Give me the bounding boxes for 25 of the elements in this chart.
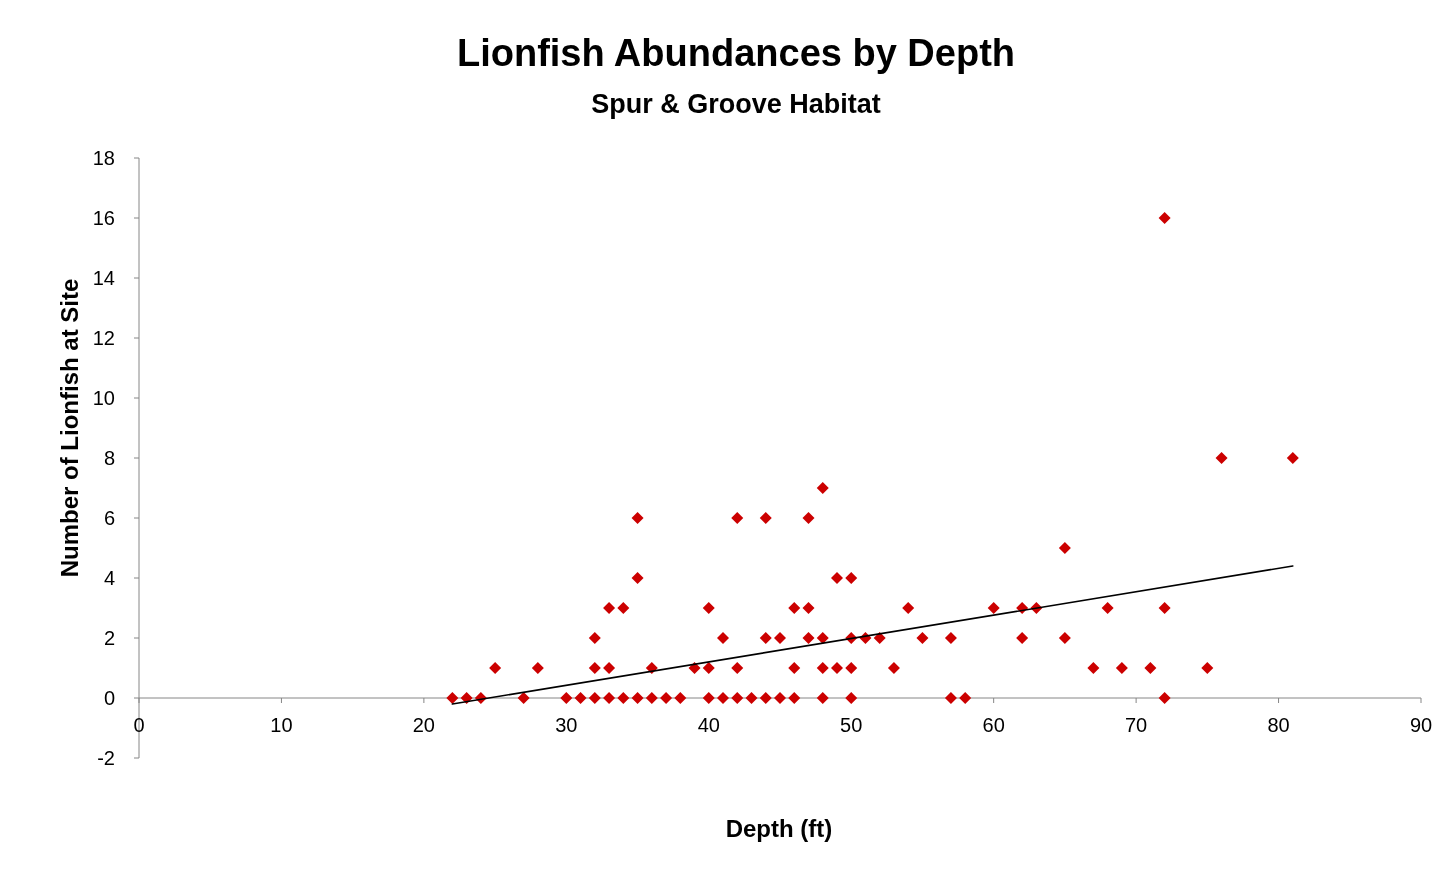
y-tick-label: 2 (103, 627, 115, 649)
x-tick-label: 60 (982, 714, 1005, 736)
chart-subtitle: Spur & Groove Habitat (591, 89, 881, 119)
x-axis-title: Depth (ft) (725, 815, 833, 842)
x-tick-label: 40 (697, 714, 720, 736)
x-tick-label: 20 (412, 714, 436, 736)
x-tick-label: 10 (270, 714, 293, 736)
x-tick-label: 0 (133, 714, 145, 736)
y-tick-label: 8 (103, 447, 115, 469)
y-tick-label: 0 (103, 687, 115, 709)
x-tick-label: 30 (555, 714, 578, 736)
y-tick-label: 18 (92, 147, 115, 169)
x-tick-label: 90 (1409, 714, 1433, 736)
y-tick-label: 6 (103, 507, 115, 529)
x-tick-label: 80 (1267, 714, 1290, 736)
y-tick-label: 10 (92, 387, 115, 409)
y-axis-title: Number of Lionfish at Site (56, 278, 83, 578)
x-tick-label: 70 (1124, 714, 1148, 736)
chart-title: Lionfish Abundances by Depth (456, 32, 1016, 74)
y-tick-label: 16 (92, 207, 115, 229)
y-tick-label: 4 (103, 567, 115, 589)
x-tick-label: 50 (840, 714, 863, 736)
y-tick-label: -2 (97, 747, 115, 769)
y-tick-label: 14 (92, 267, 115, 289)
y-tick-label: 12 (92, 327, 115, 349)
